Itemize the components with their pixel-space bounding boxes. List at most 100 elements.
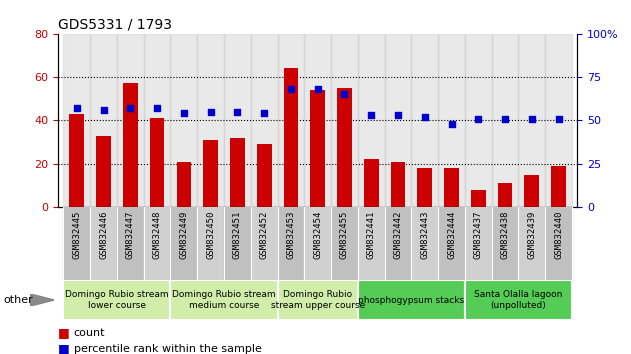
Bar <box>465 207 492 280</box>
Text: GSM832444: GSM832444 <box>447 211 456 259</box>
Bar <box>170 34 198 207</box>
Text: GSM832451: GSM832451 <box>233 211 242 259</box>
Bar <box>331 207 358 280</box>
Bar <box>385 207 411 280</box>
Point <box>447 121 457 127</box>
Bar <box>519 34 545 207</box>
Point <box>152 105 162 111</box>
Point <box>393 112 403 118</box>
Bar <box>144 207 170 280</box>
Bar <box>278 280 358 320</box>
Bar <box>358 34 385 207</box>
Bar <box>203 140 218 207</box>
Text: Domingo Rubio stream
lower course: Domingo Rubio stream lower course <box>65 290 168 310</box>
Bar <box>283 68 298 207</box>
Text: GSM832448: GSM832448 <box>153 211 162 259</box>
Bar <box>358 207 385 280</box>
Bar <box>117 34 144 207</box>
Point <box>420 114 430 120</box>
Text: GSM832452: GSM832452 <box>260 211 269 259</box>
Bar <box>385 34 411 207</box>
Bar <box>198 34 224 207</box>
Bar <box>337 88 352 207</box>
Text: GSM832453: GSM832453 <box>286 211 295 259</box>
Bar <box>63 207 90 280</box>
Bar <box>304 207 331 280</box>
Bar <box>170 207 198 280</box>
Point <box>126 105 136 111</box>
Bar <box>545 34 572 207</box>
Bar <box>90 207 117 280</box>
Text: percentile rank within the sample: percentile rank within the sample <box>74 344 262 354</box>
Bar <box>230 138 245 207</box>
Bar <box>123 84 138 207</box>
Bar <box>63 280 170 320</box>
Text: Domingo Rubio stream
medium course: Domingo Rubio stream medium course <box>172 290 276 310</box>
Bar <box>545 207 572 280</box>
Text: Domingo Rubio
stream upper course: Domingo Rubio stream upper course <box>271 290 365 310</box>
Point <box>553 116 563 121</box>
Bar <box>90 34 117 207</box>
Text: count: count <box>74 328 105 338</box>
Point <box>259 110 269 116</box>
Text: other: other <box>3 295 33 305</box>
Bar <box>251 207 278 280</box>
Text: GSM832449: GSM832449 <box>179 211 189 259</box>
Bar <box>177 161 191 207</box>
Bar <box>117 207 144 280</box>
Bar <box>358 280 465 320</box>
Bar <box>438 207 465 280</box>
Text: GSM832450: GSM832450 <box>206 211 215 259</box>
Bar <box>465 280 572 320</box>
Point <box>72 105 82 111</box>
Bar <box>438 34 465 207</box>
Point <box>500 116 510 121</box>
Text: GSM832447: GSM832447 <box>126 211 135 259</box>
Text: GSM832440: GSM832440 <box>554 211 563 259</box>
Text: GSM832437: GSM832437 <box>474 211 483 259</box>
Bar <box>444 168 459 207</box>
Point <box>527 116 537 121</box>
Bar <box>150 118 165 207</box>
Bar <box>465 34 492 207</box>
Text: GSM832441: GSM832441 <box>367 211 375 259</box>
Bar <box>411 34 438 207</box>
Bar <box>411 207 438 280</box>
Bar <box>278 34 304 207</box>
Point <box>206 109 216 115</box>
Bar <box>257 144 271 207</box>
Bar <box>471 190 486 207</box>
Text: phosphogypsum stacks: phosphogypsum stacks <box>358 296 464 304</box>
Text: GSM832455: GSM832455 <box>340 211 349 259</box>
Bar <box>551 166 566 207</box>
Point <box>339 92 350 97</box>
Point <box>98 107 109 113</box>
Bar <box>364 159 379 207</box>
Point <box>366 112 376 118</box>
Bar <box>63 34 90 207</box>
Bar <box>96 136 111 207</box>
Bar <box>519 207 545 280</box>
Point <box>179 110 189 116</box>
Bar <box>391 161 405 207</box>
Text: Santa Olalla lagoon
(unpolluted): Santa Olalla lagoon (unpolluted) <box>475 290 563 310</box>
Bar <box>278 207 304 280</box>
Bar <box>144 34 170 207</box>
Text: GSM832454: GSM832454 <box>313 211 322 259</box>
Text: GSM832443: GSM832443 <box>420 211 429 259</box>
Text: GSM832445: GSM832445 <box>73 211 81 259</box>
Bar <box>524 175 540 207</box>
Polygon shape <box>30 294 54 306</box>
Text: GDS5331 / 1793: GDS5331 / 1793 <box>58 18 172 32</box>
Bar <box>224 34 251 207</box>
Point <box>286 86 296 92</box>
Bar <box>498 183 512 207</box>
Text: GSM832442: GSM832442 <box>394 211 403 259</box>
Bar <box>69 114 84 207</box>
Text: GSM832438: GSM832438 <box>500 211 510 259</box>
Bar <box>418 168 432 207</box>
Bar <box>310 90 325 207</box>
Point <box>473 116 483 121</box>
Point <box>313 86 323 92</box>
Bar <box>304 34 331 207</box>
